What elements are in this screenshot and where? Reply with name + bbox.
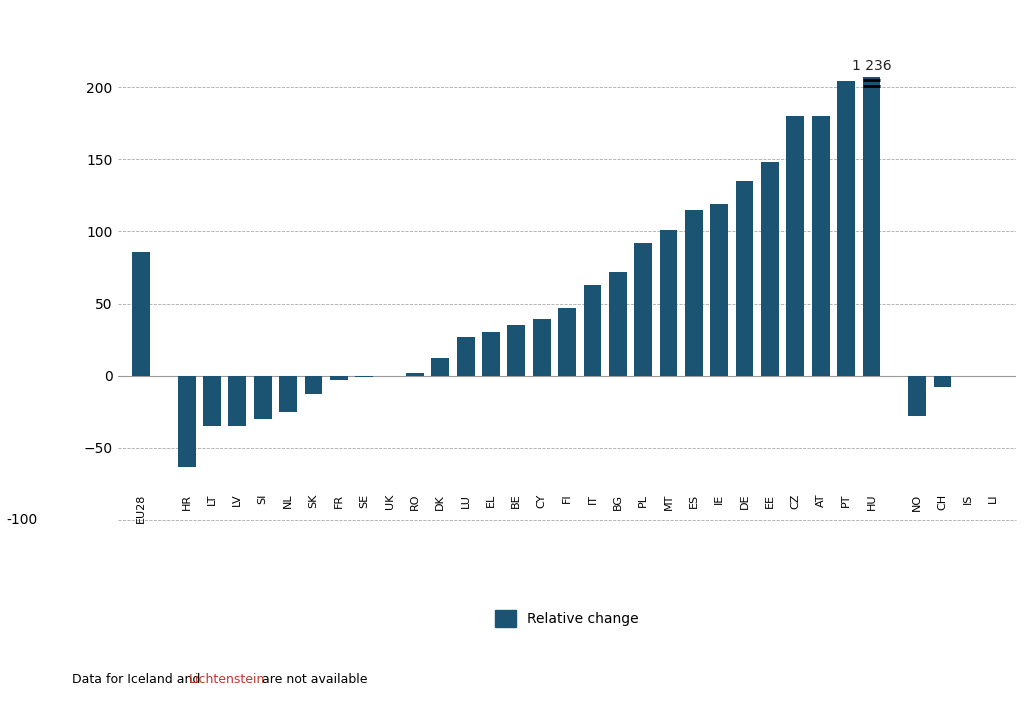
Bar bbox=[736, 181, 754, 376]
Bar bbox=[660, 230, 677, 376]
Bar bbox=[761, 162, 778, 376]
Bar bbox=[457, 337, 474, 376]
Bar bbox=[934, 376, 952, 387]
Bar bbox=[356, 376, 373, 377]
Text: 1 236: 1 236 bbox=[852, 58, 891, 73]
Bar bbox=[177, 376, 196, 467]
Bar bbox=[811, 116, 830, 376]
Bar bbox=[863, 77, 880, 376]
Bar bbox=[787, 116, 804, 376]
Bar bbox=[431, 358, 450, 376]
Bar bbox=[685, 210, 703, 376]
Bar bbox=[229, 376, 246, 426]
Bar bbox=[330, 376, 347, 380]
Bar bbox=[837, 82, 855, 376]
Legend: Relative change: Relative change bbox=[495, 610, 639, 627]
Bar bbox=[203, 376, 221, 426]
Bar bbox=[609, 272, 627, 376]
Bar bbox=[406, 373, 424, 376]
Bar bbox=[558, 308, 576, 376]
Bar bbox=[584, 285, 601, 376]
Bar bbox=[132, 251, 149, 376]
Bar bbox=[710, 204, 728, 376]
Text: Lichtenstein: Lichtenstein bbox=[189, 674, 265, 686]
Bar bbox=[533, 320, 551, 376]
Bar bbox=[304, 376, 323, 394]
Bar bbox=[254, 376, 271, 419]
Text: Data for Iceland and: Data for Iceland and bbox=[72, 674, 204, 686]
Bar bbox=[507, 325, 525, 376]
Bar bbox=[483, 332, 500, 376]
Text: are not available: are not available bbox=[258, 674, 367, 686]
Bar bbox=[279, 376, 297, 412]
Text: -100: -100 bbox=[6, 513, 37, 527]
Bar bbox=[634, 243, 652, 376]
Bar bbox=[908, 376, 926, 416]
